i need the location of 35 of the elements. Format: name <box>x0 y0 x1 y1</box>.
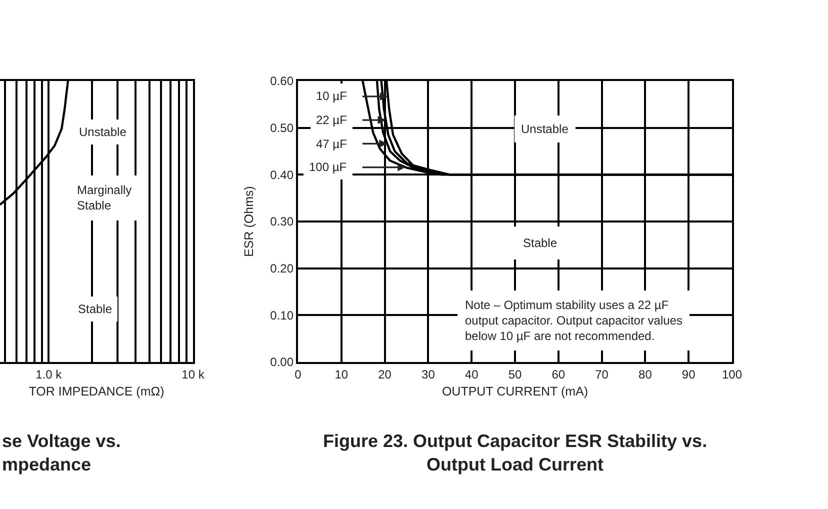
x-tick-label: 70 <box>595 368 609 382</box>
annotation: Stable <box>78 302 112 316</box>
text: 47 µF <box>316 137 347 151</box>
x-tick-label: 10 k <box>182 368 206 382</box>
annotation: Stable <box>523 236 558 250</box>
text: 10 µF <box>316 89 347 103</box>
y-tick-label: 0.30 <box>270 214 294 229</box>
x-tick-label: 50 <box>508 368 522 382</box>
y-tick-label: 0.60 <box>270 74 294 88</box>
annotation: Unstable <box>521 122 569 136</box>
x-tick-label: 60 <box>552 368 566 382</box>
annotation: Note – Optimum stability uses a 22 µF output capacitor. Output capacitor values below 10 µF are not recommended. <box>465 298 682 344</box>
annotation: Marginally Stable <box>77 183 132 213</box>
y-tick-label: 0.00 <box>270 355 294 370</box>
x-tick-label: 0 <box>294 368 302 382</box>
x-tick-label: 1.0 k <box>36 368 63 382</box>
x-tick-label: 80 <box>638 368 652 382</box>
text: 100 µF <box>309 160 347 174</box>
y-tick-label: 0.20 <box>270 262 294 276</box>
y-tick-label: 0.50 <box>270 121 294 136</box>
text: 22 µF <box>316 113 347 127</box>
text: Figure 23. Output Capacitor ESR Stability vs. Output Load Current <box>323 431 708 474</box>
y-tick-label: 0.40 <box>270 168 294 182</box>
x-tick-label: 90 <box>682 368 696 382</box>
annotation: Unstable <box>79 125 127 139</box>
x-tick-label: 20 <box>378 368 392 382</box>
y-tick-label: 0.10 <box>270 308 294 322</box>
x-tick-label: 10 <box>334 368 348 382</box>
x-axis-title: OUTPUT CURRENT (mA) <box>442 384 588 398</box>
x-tick-label: 30 <box>422 368 436 382</box>
text: se Voltage vs. mpedance <box>2 431 121 474</box>
x-axis-title: TOR IMPEDANCE (mΩ) <box>28 384 164 398</box>
x-tick-label: 40 <box>464 368 479 382</box>
x-tick-label: 100 <box>722 368 742 382</box>
y-axis-title: ESR (Ohms) <box>242 186 256 257</box>
